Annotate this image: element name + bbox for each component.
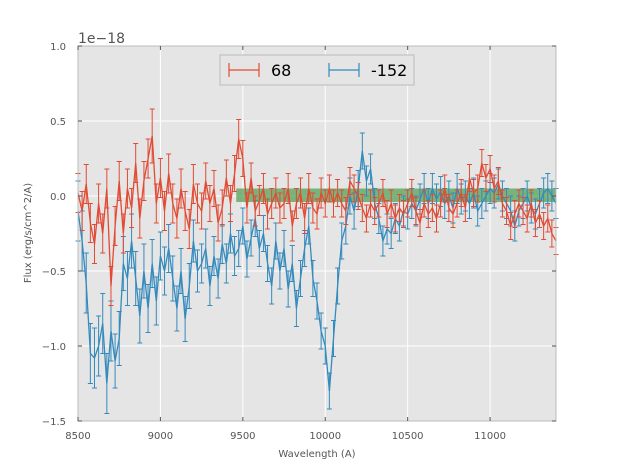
x-tick-label: 9500 bbox=[230, 431, 255, 442]
y-tick-label: −1.0 bbox=[42, 342, 66, 353]
legend-marker-series-2 bbox=[328, 63, 360, 77]
plot-area-background bbox=[78, 46, 556, 421]
x-tick-label: 9000 bbox=[148, 431, 173, 442]
x-axis-label: Wavelength (A) bbox=[278, 449, 355, 460]
series-layer bbox=[75, 108, 559, 414]
x-tick-label: 10000 bbox=[309, 431, 341, 442]
series-line bbox=[77, 150, 557, 392]
legend: 68 -152 bbox=[219, 54, 415, 86]
y-axis-label: Flux (erg/s/cm^2/A) bbox=[23, 183, 34, 283]
y-offset-label: 1e−18 bbox=[78, 31, 125, 47]
x-tick-label: 11000 bbox=[474, 431, 506, 442]
x-tick-label: 8500 bbox=[65, 431, 90, 442]
y-tick-label: −0.5 bbox=[42, 267, 66, 278]
plot-area-frame bbox=[77, 45, 557, 422]
y-axis-ticks: −1.5 −1.0 −0.5 0.0 0.5 1.0 bbox=[42, 42, 556, 428]
x-tick-label: 10500 bbox=[392, 431, 424, 442]
series-line bbox=[77, 135, 557, 287]
y-tick-label: 0.0 bbox=[50, 192, 66, 203]
legend-label-series-1: 68 bbox=[271, 61, 291, 80]
legend-label-series-2: -152 bbox=[371, 61, 407, 80]
y-tick-label: −1.5 bbox=[42, 417, 66, 428]
y-tick-label: 1.0 bbox=[50, 42, 66, 53]
x-axis-ticks: 8500 9000 9500 10000 10500 11000 bbox=[65, 46, 506, 442]
y-tick-label: 0.5 bbox=[50, 117, 66, 128]
series-1 bbox=[75, 108, 559, 306]
legend-marker-series-1 bbox=[228, 63, 260, 77]
